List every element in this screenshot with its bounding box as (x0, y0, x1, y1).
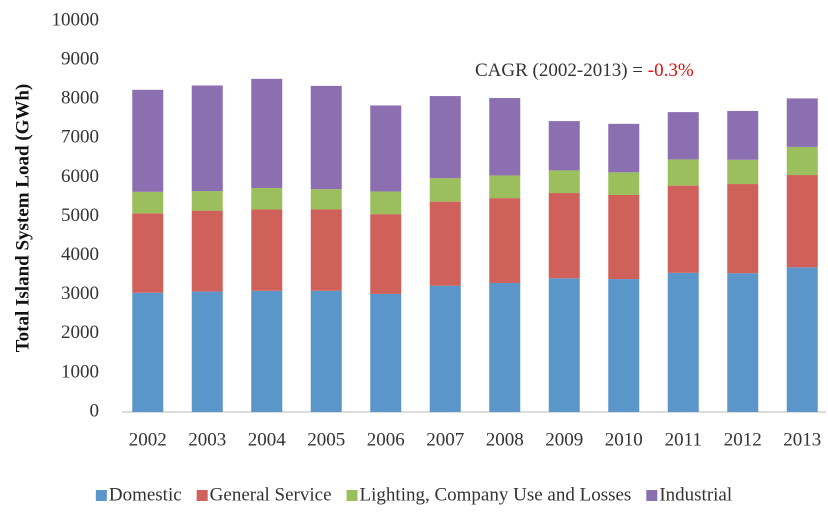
legend-label: Domestic (109, 484, 182, 505)
bar-segment (667, 159, 699, 186)
x-tick-label: 2005 (307, 429, 345, 450)
bar-segment (786, 98, 818, 147)
bar-segment (251, 209, 283, 291)
x-tick-label: 2010 (605, 429, 643, 450)
y-tick-label: 4000 (61, 244, 99, 265)
bar-segment (608, 279, 640, 412)
y-tick-label: 10000 (52, 9, 100, 30)
x-tick-label: 2002 (129, 429, 167, 450)
legend-swatch (646, 490, 658, 501)
bar-segment (667, 272, 699, 412)
legend-label: General Service (210, 484, 332, 505)
bar-segment (310, 85, 342, 190)
bar-segment (548, 121, 580, 171)
legend-swatch (346, 490, 358, 501)
bar-segment (429, 285, 461, 412)
bar-segment (132, 292, 164, 412)
annotation-text: CAGR (2002-2013) = (475, 60, 648, 81)
legend-swatch (196, 490, 208, 501)
annotation: CAGR (2002-2013) = -0.3% (475, 60, 694, 81)
bar-segment (608, 172, 640, 195)
bar-segment (191, 291, 223, 412)
y-tick-label: 1000 (61, 361, 99, 382)
x-tick-label: 2006 (367, 429, 405, 450)
x-tick-label: 2012 (724, 429, 762, 450)
bar-segment (608, 194, 640, 280)
bar-segment (548, 193, 580, 279)
x-tick-label: 2007 (426, 429, 464, 450)
bar-segment (251, 187, 283, 210)
bar-segment (310, 189, 342, 210)
bar-segment (489, 98, 521, 176)
y-tick-label: 2000 (61, 322, 99, 343)
bar-segment (429, 201, 461, 286)
bar-segment (191, 85, 223, 192)
y-axis-title: Total Island System Load (GWh) (12, 84, 33, 353)
bar-segment (429, 96, 461, 179)
bar-segment (727, 184, 759, 274)
bar-segment (786, 175, 818, 268)
y-tick-label: 6000 (61, 166, 99, 187)
annotation-value: -0.3% (648, 60, 694, 81)
bar-segment (786, 146, 818, 176)
bar-segment (548, 170, 580, 194)
bar-segment (370, 191, 402, 215)
bar-segment (310, 209, 342, 291)
bar-segment (727, 159, 759, 185)
bar-segment (370, 105, 402, 192)
x-tick-label: 2011 (665, 429, 702, 450)
bar-segment (310, 290, 342, 412)
bar-segment (608, 123, 640, 173)
bar-segment (370, 214, 402, 294)
x-tick-label: 2013 (783, 429, 821, 450)
bar-segment (191, 191, 223, 211)
bar-segment (132, 213, 164, 293)
bar-segment (489, 198, 521, 283)
y-tick-label: 7000 (61, 127, 99, 148)
bar-segment (429, 178, 461, 202)
x-tick-label: 2003 (188, 429, 226, 450)
bar-segment (667, 112, 699, 160)
bar-segment (489, 282, 521, 412)
bar-segment (251, 78, 283, 188)
legend-label: Lighting, Company Use and Losses (360, 484, 632, 505)
y-tick-label: 5000 (61, 205, 99, 226)
bar-segment (667, 185, 699, 273)
bar-segment (132, 191, 164, 214)
bar-segment (727, 273, 759, 412)
bar-segment (489, 175, 521, 199)
bar-segment (370, 293, 402, 412)
bar-segment (191, 210, 223, 292)
y-tick-label: 3000 (61, 283, 99, 304)
y-tick-label: 0 (90, 400, 100, 421)
legend-swatch (95, 490, 107, 501)
y-tick-label: 9000 (61, 48, 99, 69)
bar-segment (132, 89, 164, 192)
bar-segment (786, 267, 818, 412)
x-tick-label: 2009 (545, 429, 583, 450)
legend-label: Industrial (659, 484, 732, 505)
bar-segment (727, 110, 759, 160)
bar-segment (548, 278, 580, 412)
y-tick-label: 8000 (61, 88, 99, 109)
x-tick-label: 2008 (486, 429, 524, 450)
x-tick-label: 2004 (248, 429, 287, 450)
bar-segment (251, 290, 283, 412)
